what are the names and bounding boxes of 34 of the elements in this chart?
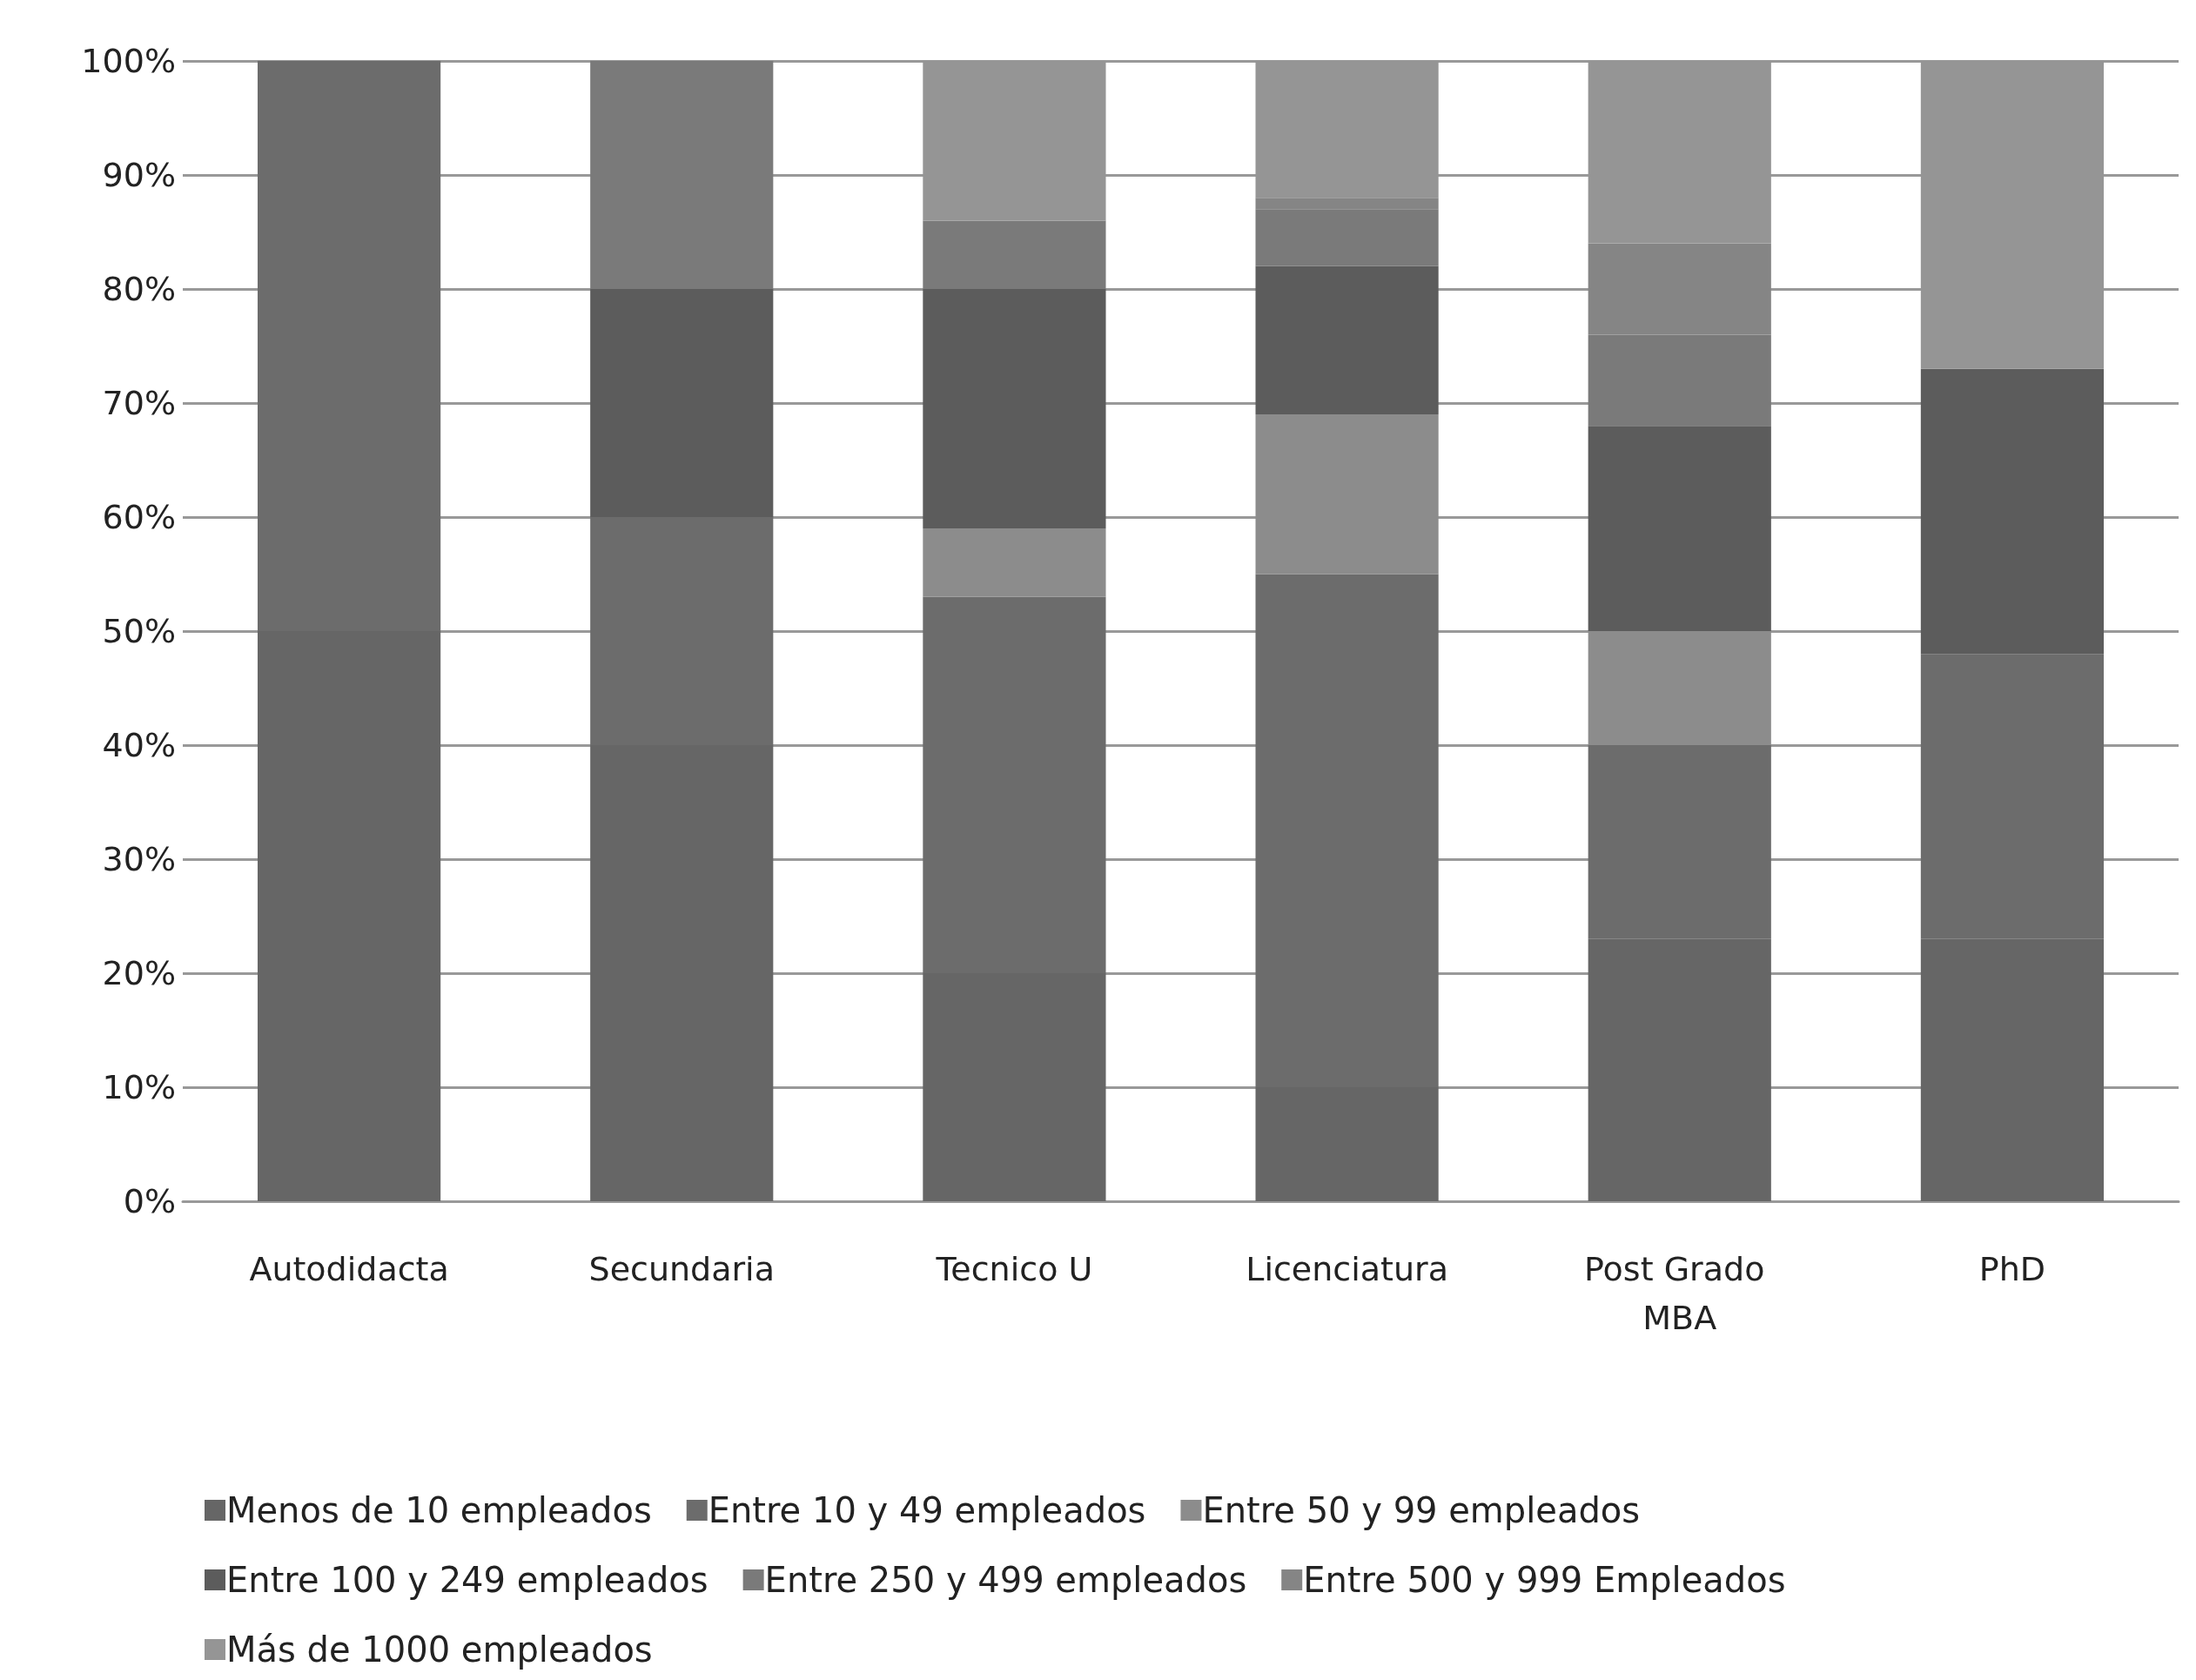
bar xyxy=(923,528,1106,597)
y-tick-label: 50% xyxy=(102,612,176,650)
x-tick-label: Tecnico U xyxy=(935,1250,1093,1288)
legend-label: Más de 1000 empleados xyxy=(226,1630,653,1670)
bar xyxy=(1588,631,1771,745)
x-tick-label: Secundaria xyxy=(588,1250,775,1288)
bar xyxy=(1588,426,1771,631)
bar xyxy=(1920,368,2105,655)
legend-label: Entre 500 y 999 Empleados xyxy=(1303,1560,1786,1600)
y-tick-label: 80% xyxy=(102,270,176,308)
bar xyxy=(1255,414,1439,575)
legend-label: Entre 100 y 249 empleados xyxy=(226,1560,708,1600)
y-tick-label: 90% xyxy=(102,156,176,194)
x-tick-label: PhD xyxy=(1978,1250,2046,1288)
y-tick-label: 10% xyxy=(102,1068,176,1106)
y-tick-label: 60% xyxy=(102,498,176,536)
y-tick-label: 30% xyxy=(102,840,176,878)
y-tick-label: 100% xyxy=(81,42,176,80)
bar xyxy=(923,220,1106,289)
y-tick-label: 40% xyxy=(102,726,176,764)
bar xyxy=(923,289,1106,529)
bar xyxy=(590,61,774,289)
bar xyxy=(590,289,774,517)
legend-label: Entre 10 y 49 empleados xyxy=(708,1490,1146,1530)
bar xyxy=(1255,265,1439,415)
legend-label: Entre 50 y 99 empleados xyxy=(1202,1490,1641,1530)
x-tick-label: Post Grado MBA xyxy=(1584,1250,1776,1337)
x-tick-label: Autodidacta xyxy=(249,1250,449,1288)
y-tick-label: 70% xyxy=(102,384,176,422)
x-tick-label: Licenciatura xyxy=(1246,1250,1448,1288)
legend-label: Menos de 10 empleados xyxy=(226,1490,652,1530)
legend-label: Entre 250 y 499 empleados xyxy=(764,1560,1247,1600)
y-tick-label: 0% xyxy=(123,1182,176,1220)
y-tick-label: 20% xyxy=(102,954,176,992)
